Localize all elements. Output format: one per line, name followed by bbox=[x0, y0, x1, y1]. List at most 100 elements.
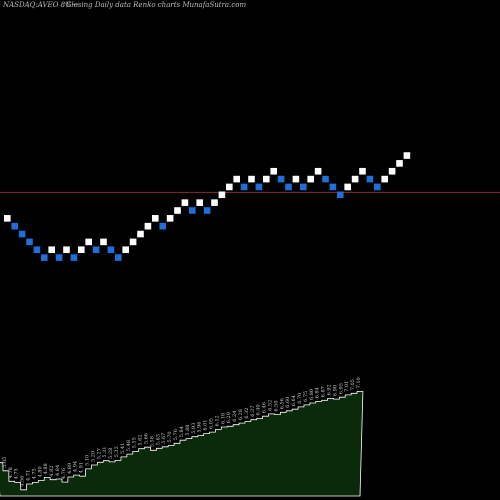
volume-label: 4.88 bbox=[43, 463, 49, 474]
volume-label: 6.64 bbox=[291, 395, 297, 406]
renko-brick-down bbox=[366, 175, 374, 183]
volume-label: 4.82 bbox=[49, 466, 55, 477]
renko-brick-up bbox=[403, 152, 411, 159]
renko-brick-up bbox=[144, 222, 152, 230]
volume-label: 4.89 bbox=[67, 463, 73, 474]
volume-label: 4.75 bbox=[14, 468, 20, 479]
volume-label: 6.12 bbox=[214, 415, 220, 426]
renko-brick-down bbox=[11, 222, 18, 230]
chart-description: Closing Daily data Renko charts MunafaSu… bbox=[66, 1, 246, 9]
renko-brick-down bbox=[159, 222, 166, 230]
volume-label: 7.01 bbox=[344, 381, 350, 392]
renko-brick-down bbox=[18, 230, 26, 238]
volume-label: 5.55 bbox=[132, 437, 138, 448]
renko-brick-up bbox=[218, 191, 226, 199]
volume-label: 6.20 bbox=[226, 412, 232, 423]
renko-brick-down bbox=[115, 254, 122, 261]
volume-label: 6.75 bbox=[303, 391, 309, 402]
volume-label: 6.70 bbox=[297, 393, 303, 404]
renko-brick-down bbox=[107, 246, 115, 254]
volume-label: 4.78 bbox=[8, 467, 14, 478]
volume-area-shape bbox=[0, 391, 364, 497]
volume-label: 5.76 bbox=[173, 429, 179, 440]
renko-brick-up bbox=[248, 175, 255, 183]
renko-brick-up bbox=[196, 199, 203, 206]
renko-brick-down bbox=[26, 238, 33, 246]
volume-label: 5.62 bbox=[138, 435, 144, 446]
renko-brick-down bbox=[70, 254, 78, 261]
renko-brick-down bbox=[285, 183, 292, 191]
volume-label: 6.52 bbox=[267, 400, 273, 411]
renko-brick-down bbox=[374, 183, 381, 191]
volume-label: 5.66 bbox=[143, 433, 149, 444]
volume-label: 4.91 bbox=[79, 462, 85, 473]
volume-label: 6.24 bbox=[232, 411, 238, 422]
renko-brick-down bbox=[33, 246, 41, 254]
volume-label: 6.84 bbox=[315, 387, 321, 398]
renko-brick-down bbox=[240, 183, 248, 191]
volume-label: 4.84 bbox=[55, 465, 61, 476]
volume-label: 6.46 bbox=[262, 402, 268, 413]
volume-label: 5.10 bbox=[84, 455, 90, 466]
renko-brick-up bbox=[122, 246, 129, 254]
renko-brick-up bbox=[137, 230, 144, 238]
renko-brick-down bbox=[329, 183, 337, 191]
volume-label: 5.41 bbox=[120, 443, 126, 454]
volume-label: 7.05 bbox=[350, 379, 356, 390]
renko-brick-down bbox=[41, 254, 48, 261]
volume-label: 5.67 bbox=[161, 433, 167, 444]
volume-label: 5.05 bbox=[2, 457, 8, 468]
renko-brick-up bbox=[174, 207, 181, 214]
renko-brick-up bbox=[85, 238, 92, 246]
renko-brick-up bbox=[388, 167, 396, 175]
volume-label: 6.37 bbox=[250, 406, 256, 417]
renko-brick-up bbox=[100, 238, 107, 246]
renko-brick-up bbox=[344, 183, 351, 191]
renko-bricks bbox=[4, 152, 411, 261]
volume-label: 5.28 bbox=[108, 448, 114, 459]
volume-label: 4.71 bbox=[25, 470, 31, 481]
renko-brick-down bbox=[55, 254, 63, 261]
volume-label: 4.80 bbox=[37, 466, 43, 477]
volume-label: 6.60 bbox=[285, 397, 291, 408]
volume-label: 6.90 bbox=[332, 385, 338, 396]
volume-label: 5.58 bbox=[149, 436, 155, 447]
volume-label: 5.31 bbox=[102, 447, 108, 458]
volume-label: 7.10 bbox=[356, 377, 362, 388]
volume-label: 6.32 bbox=[244, 407, 250, 418]
volume-label: 6.87 bbox=[321, 386, 327, 397]
volume-label: 6.80 bbox=[309, 389, 315, 400]
renko-brick-up bbox=[166, 215, 174, 222]
volume-label: 5.32 bbox=[114, 446, 120, 457]
volume-label: 5.96 bbox=[197, 422, 203, 433]
volume-label: 5.48 bbox=[126, 440, 132, 451]
renko-brick-up bbox=[78, 246, 85, 254]
volume-label: 5.88 bbox=[185, 425, 191, 436]
renko-brick-down bbox=[92, 246, 100, 254]
renko-brick-up bbox=[129, 238, 137, 246]
volume-label: 6.92 bbox=[326, 384, 332, 395]
renko-brick-up bbox=[292, 175, 300, 183]
ticker-label: NASDAQ:AVEO 8%~ bbox=[2, 1, 78, 9]
renko-brick-up bbox=[233, 175, 240, 183]
volume-label: 5.26 bbox=[0, 449, 2, 460]
volume-label: 6.28 bbox=[238, 409, 244, 420]
renko-brick-down bbox=[189, 207, 196, 214]
renko-brick-up bbox=[381, 175, 388, 183]
volume-label: 4.56 bbox=[20, 476, 26, 487]
volume-area bbox=[0, 391, 364, 497]
renko-brick-down bbox=[255, 183, 263, 191]
renko-brick-up bbox=[314, 167, 322, 175]
volume-label: 6.95 bbox=[338, 383, 344, 394]
renko-brick-down bbox=[277, 175, 285, 183]
volume-label: 5.63 bbox=[155, 434, 161, 445]
volume-label: 4.75 bbox=[31, 468, 37, 479]
volume-label: 6.05 bbox=[208, 418, 214, 429]
volume-label: 5.20 bbox=[90, 451, 96, 462]
renko-brick-up bbox=[152, 215, 159, 222]
volume-label: 6.56 bbox=[279, 398, 285, 409]
renko-brick-up bbox=[48, 246, 55, 254]
renko-brick-up bbox=[63, 246, 70, 254]
